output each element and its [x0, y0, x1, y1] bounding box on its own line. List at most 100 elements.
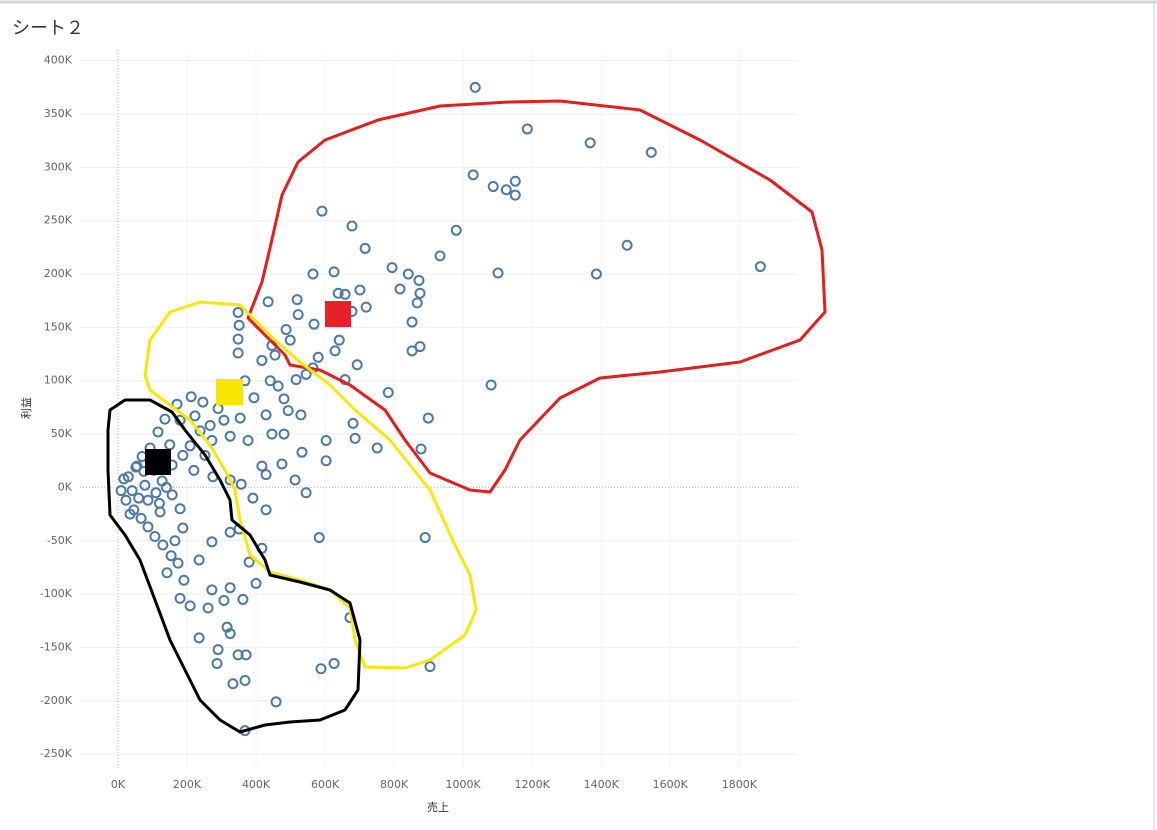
point [242, 434, 254, 446]
point [320, 434, 332, 446]
point [280, 324, 292, 336]
y-tick-label: 50K [51, 427, 73, 440]
point [133, 492, 145, 504]
point [509, 189, 521, 201]
point [237, 593, 249, 605]
y-tick-label: -150K [40, 640, 73, 653]
point [142, 521, 154, 533]
point [124, 508, 136, 520]
red-marker [325, 301, 351, 327]
point [131, 460, 143, 472]
x-tick-label: 800K [380, 778, 409, 791]
y-tick-label: 250K [44, 214, 73, 227]
point [256, 354, 268, 366]
point [227, 678, 239, 690]
point [467, 169, 479, 181]
point [308, 318, 320, 330]
point [328, 657, 340, 669]
point [621, 239, 633, 251]
point [316, 205, 328, 217]
point [157, 539, 169, 551]
point [414, 287, 426, 299]
point [189, 410, 201, 422]
x-axis-label: 売上 [427, 801, 449, 814]
point [218, 414, 230, 426]
point [212, 644, 224, 656]
x-tick-label: 1200K [515, 778, 551, 791]
y-tick-label: 350K [44, 107, 73, 120]
point [332, 287, 344, 299]
x-tick-label: 1400K [584, 778, 620, 791]
point [270, 696, 282, 708]
point [262, 296, 274, 308]
point [194, 425, 206, 437]
y-tick-label: 150K [44, 320, 73, 333]
point [419, 532, 431, 544]
y-tick-label: 300K [44, 160, 73, 173]
point [411, 297, 423, 309]
point [224, 582, 236, 594]
point [386, 262, 398, 274]
point [351, 359, 363, 371]
point [260, 409, 272, 421]
x-tick-label: 1800K [722, 778, 758, 791]
point [235, 478, 247, 490]
x-tick-label: 600K [311, 778, 340, 791]
y-axis-label: 利益 [19, 397, 33, 419]
point [120, 494, 132, 506]
point [485, 379, 497, 391]
x-tick-label: 200K [173, 778, 202, 791]
y-tick-label: 100K [44, 374, 73, 387]
point [185, 391, 197, 403]
point [122, 471, 134, 483]
point [360, 301, 372, 313]
point [211, 657, 223, 669]
point [224, 474, 236, 486]
point [166, 489, 178, 501]
sheet-title: シート２ [12, 18, 84, 39]
point [313, 532, 325, 544]
point [232, 347, 244, 359]
point [126, 485, 138, 497]
red-outline [246, 99, 827, 494]
point [282, 405, 294, 417]
y-tick-label: -100K [40, 587, 73, 600]
point [224, 526, 236, 538]
annotations [106, 99, 827, 734]
point [152, 426, 164, 438]
point [193, 632, 205, 644]
point [272, 380, 284, 392]
point [250, 577, 262, 589]
point [239, 675, 251, 687]
point [165, 550, 177, 562]
point [284, 334, 296, 346]
point [394, 283, 406, 295]
point [206, 536, 218, 548]
point [197, 396, 209, 408]
y-tick-label: 200K [44, 267, 73, 280]
point [354, 284, 366, 296]
point [422, 412, 434, 424]
point [315, 663, 327, 675]
point [424, 661, 436, 673]
point [193, 554, 205, 566]
point [307, 268, 319, 280]
point [159, 413, 171, 425]
point [590, 268, 602, 280]
point [218, 595, 230, 607]
yellow-outline [143, 300, 478, 670]
point [339, 288, 351, 300]
y-tick-label: 0K [58, 480, 73, 493]
point [161, 567, 173, 579]
point [371, 442, 383, 454]
point [269, 349, 281, 361]
point [234, 412, 246, 424]
y-tick-label: 400K [44, 54, 73, 67]
point [347, 417, 359, 429]
point [178, 574, 190, 586]
point [487, 181, 499, 193]
point [406, 345, 418, 357]
point [139, 479, 151, 491]
